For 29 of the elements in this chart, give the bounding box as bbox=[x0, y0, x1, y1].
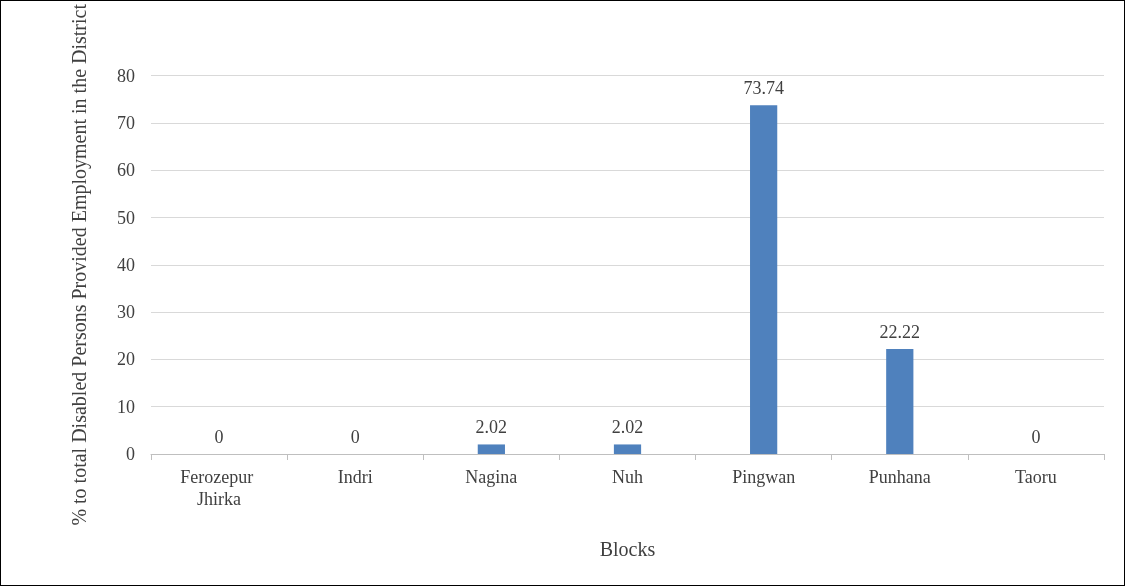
data-label: 2.02 bbox=[611, 417, 644, 438]
data-label: 2.02 bbox=[475, 417, 508, 438]
bar bbox=[477, 444, 505, 454]
x-tick-label: Nuh bbox=[612, 467, 643, 487]
x-tick-label: Punhana bbox=[868, 467, 931, 487]
bar bbox=[750, 105, 778, 454]
y-tick-label: 70 bbox=[117, 112, 135, 133]
bar bbox=[613, 444, 642, 454]
x-tick-label: Ferozepur Jhirka bbox=[180, 467, 258, 509]
data-label: 22.22 bbox=[879, 321, 921, 342]
x-axis-title: Blocks bbox=[599, 538, 656, 560]
data-label: 0 bbox=[1031, 427, 1041, 447]
y-tick-label: 60 bbox=[117, 160, 135, 181]
bar bbox=[886, 348, 914, 454]
y-tick-label: 20 bbox=[117, 349, 135, 370]
y-tick-label: 0 bbox=[126, 444, 135, 464]
y-axis-title: % to total Disabled Persons Provided Employment in the District bbox=[68, 3, 91, 526]
x-tick-label: Pingwan bbox=[732, 467, 796, 487]
y-tick-label: 80 bbox=[117, 65, 135, 86]
y-tick-label: 30 bbox=[117, 302, 135, 323]
y-tick-label: 40 bbox=[117, 254, 135, 275]
data-label: 0 bbox=[214, 427, 224, 447]
data-label: 0 bbox=[350, 427, 360, 447]
x-tick-label: Nagina bbox=[465, 467, 518, 487]
data-label: 73.74 bbox=[743, 78, 784, 99]
x-tick-label: Taoru bbox=[1015, 467, 1057, 487]
x-tick-label: Indri bbox=[337, 467, 373, 487]
y-tick-label: 50 bbox=[117, 207, 135, 228]
y-tick-label: 10 bbox=[117, 396, 135, 417]
